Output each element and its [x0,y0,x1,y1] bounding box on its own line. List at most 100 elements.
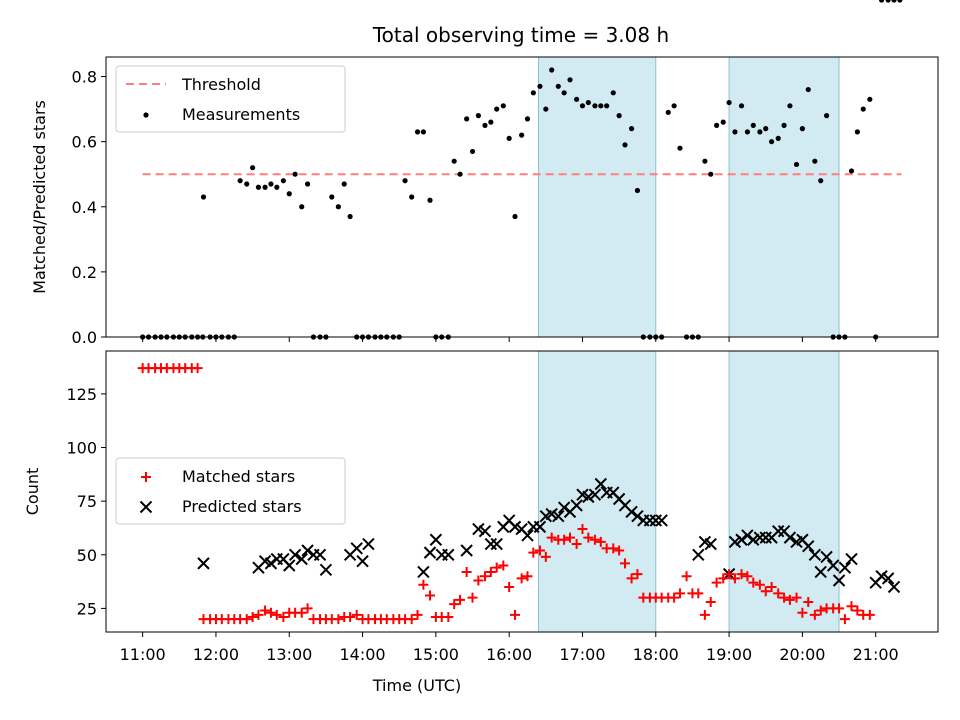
x-tick-label: 21:00 [853,645,899,664]
measurement-point [519,133,524,138]
measurement-point [556,84,561,89]
measurement-point [708,172,713,177]
measurement-point [867,97,872,102]
measurement-point [256,185,261,190]
measurement-point [531,90,536,95]
measurement-point [677,146,682,151]
predicted-point [284,560,295,571]
measurement-point [714,123,719,128]
measurement-point [281,178,286,183]
y-tick-label: 125 [66,385,97,404]
measurement-point [891,0,896,3]
measurement-point [629,126,634,131]
measurement-point [751,123,756,128]
matched-point [700,610,710,620]
measurement-point [464,116,469,121]
y-tick-label: 0.4 [72,198,97,217]
predicted-point [461,545,472,556]
measurement-point [879,0,884,3]
x-tick-label: 20:00 [779,645,825,664]
legend-bottom: Matched stars Predicted stars [116,458,345,524]
shaded-interval [729,57,839,337]
measurement-point [586,100,591,105]
measurement-point [732,129,737,134]
measurement-point [457,172,462,177]
measurement-point [604,103,609,108]
measurement-point [886,0,891,3]
measurement-point [666,110,671,115]
measurement-point [812,159,817,164]
matched-point [272,610,282,620]
measurement-point [305,181,310,186]
measurement-point [592,103,597,108]
predicted-point [425,547,436,558]
measurement-point [402,178,407,183]
measurement-point [580,103,585,108]
measurement-point [855,129,860,134]
measurement-point [501,103,506,108]
measurement-point [342,181,347,186]
measurement-point [769,139,774,144]
measurement-point [622,142,627,147]
matched-point [517,573,527,583]
matched-point [333,614,343,624]
measurement-point [739,103,744,108]
measurement-point [244,181,249,186]
predicted-point [846,554,857,565]
x-tick-label: 12:00 [193,645,239,664]
measurement-point [617,113,622,118]
measurement-point [574,97,579,102]
matched-point [528,548,538,558]
y-tick-label: 25 [77,599,97,618]
legend-matched-label: Matched stars [182,467,295,486]
chart-figure: Total observing time = 3.08 h 0.00.20.40… [0,0,960,720]
x-axis-label: Time (UTC) [372,676,461,695]
legend-measurements-label: Measurements [182,105,300,124]
matched-point [345,612,355,622]
matched-point [682,571,692,581]
matched-point [510,610,520,620]
measurement-point [329,194,334,199]
y-tick-label: 0.2 [72,263,97,282]
chart-title: Total observing time = 3.08 h [372,23,669,47]
measurement-point [299,204,304,209]
measurement-point [488,120,493,125]
matched-point [504,582,514,592]
top-panel: 0.0 0.2 0.4 0.6 0.8 Matched/Predicted stars Th… [30,0,938,347]
measurement-point [567,77,572,82]
predicted-point [290,549,301,560]
y-tick-label: 0.6 [72,133,97,152]
measurement-point [287,191,292,196]
measurement-point [763,126,768,131]
x-tick-label: 15:00 [413,645,459,664]
measurement-point [598,103,603,108]
measurement-point [336,204,341,209]
measurement-point [849,168,854,173]
x-tick-label: 17:00 [559,645,605,664]
x-tick-label: 11:00 [120,645,166,664]
measurement-point [537,84,542,89]
measurement-point [512,214,517,219]
x-tick-label: 13:00 [266,645,312,664]
legend-measurement-swatch [143,112,148,117]
measurement-point [806,87,811,92]
measurement-point [543,106,548,111]
measurement-point [348,214,353,219]
predicted-point [443,549,454,560]
legend-threshold-label: Threshold [181,75,261,94]
matched-point [193,363,203,373]
measurement-point [201,194,206,199]
matched-point [425,591,435,601]
measurement-point [238,178,243,183]
measurement-point [861,106,866,111]
predicted-point [839,562,850,573]
measurement-point [274,185,279,190]
measurement-point [745,129,750,134]
matched-point [418,580,428,590]
x-tick-label: 16:00 [486,645,532,664]
shaded-interval [729,351,839,632]
measurement-point [268,181,273,186]
matched-point [242,614,252,624]
measurement-point [824,113,829,118]
measurement-point [482,123,487,128]
